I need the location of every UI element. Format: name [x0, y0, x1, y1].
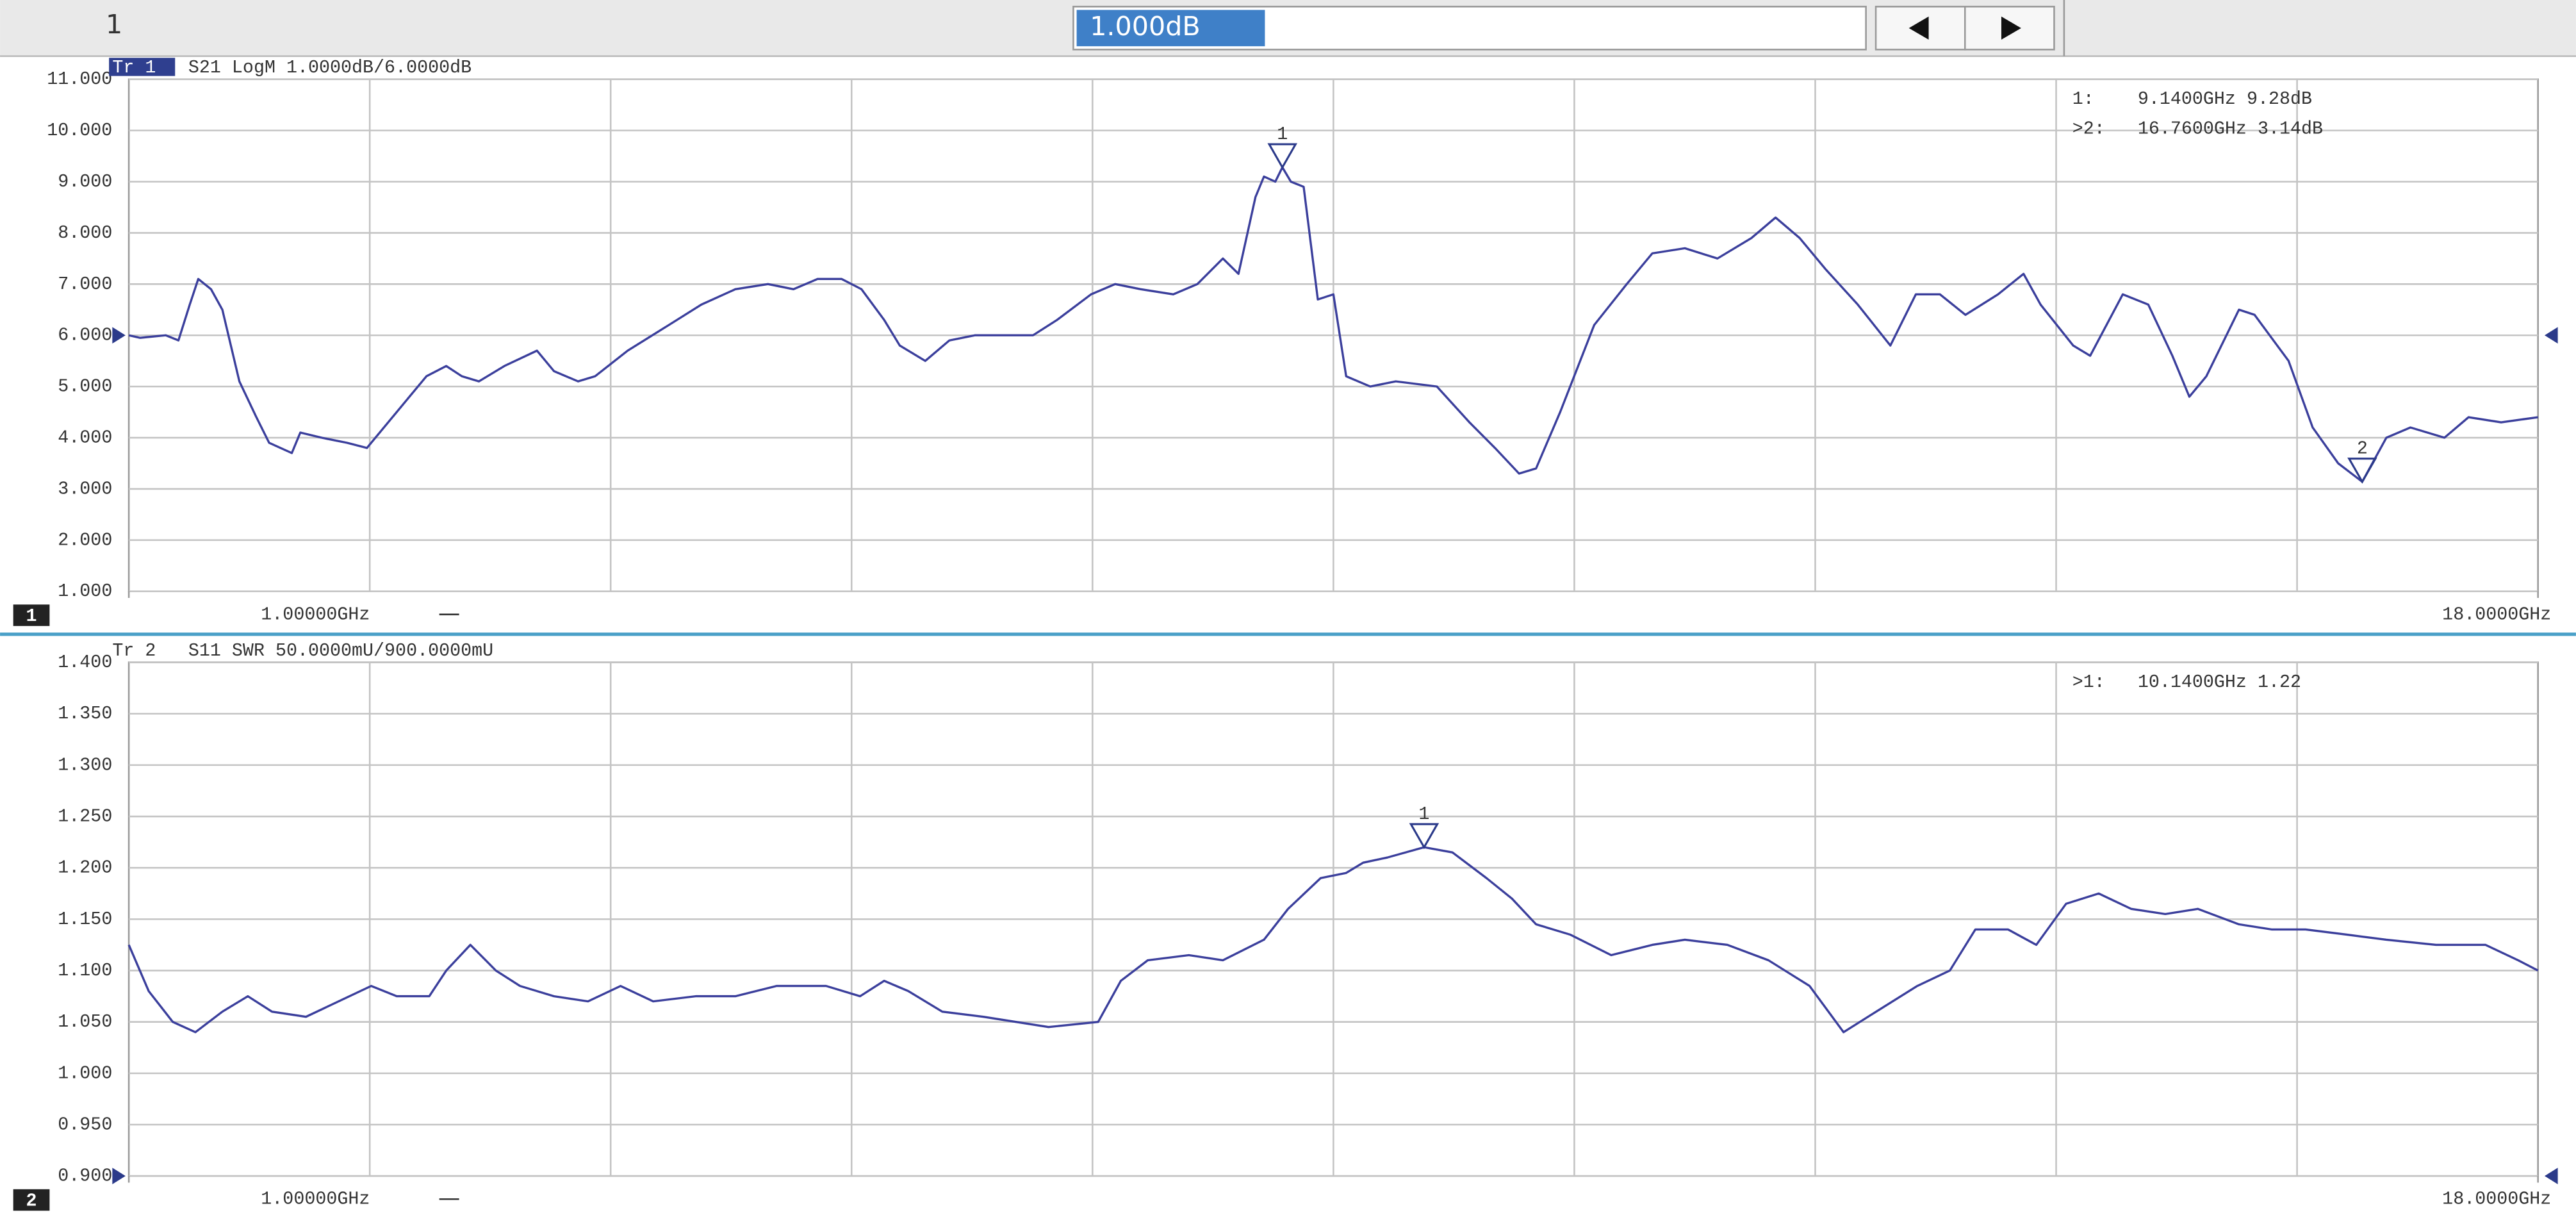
marker-readout: >2: 16.7600GHz 3.14dB: [2072, 119, 2323, 140]
marker: [1267, 143, 1298, 170]
marker-label: 1: [1277, 124, 1288, 145]
y-tick-label: 1.350: [58, 703, 112, 724]
y-tick-label: 1.250: [58, 806, 112, 827]
marker: [2347, 458, 2377, 484]
y-tick-label: 1.100: [58, 960, 112, 981]
x-tick-label: 18.0000GHz: [2442, 604, 2551, 625]
x-tick-label: 18.0000GHz: [2442, 1189, 2551, 1210]
reference-arrow: [2544, 327, 2558, 344]
y-tick-label: 1.000: [58, 581, 112, 602]
trace: [128, 166, 2538, 483]
y-tick-label: 3.000: [58, 478, 112, 499]
y-tick-label: 11.000: [47, 69, 112, 90]
y-tick-label: 0.900: [58, 1166, 112, 1187]
entry-value: 1.000dB: [1090, 11, 1200, 42]
right-arrow-icon: [2001, 16, 2021, 40]
left-arrow-icon: [1908, 16, 1929, 40]
marker: [1409, 823, 1440, 850]
active-trace-tag: [109, 58, 176, 76]
y-tick-label: 1.050: [58, 1011, 112, 1032]
trace-title: S11 SWR 50.0000mU/900.0000mU: [188, 640, 493, 661]
x-tick-label: 1.00000GHz: [261, 1189, 370, 1210]
y-tick-label: 1.400: [58, 652, 112, 673]
trace-title: S21 LogM 1.0000dB/6.0000dB: [188, 57, 472, 78]
marker-label: 2: [2357, 438, 2368, 459]
y-tick-label: 1.150: [58, 909, 112, 930]
y-tick-label: 1.000: [58, 1062, 112, 1084]
reference-arrow: [112, 327, 126, 344]
y-tick-label: 1.300: [58, 754, 112, 775]
trace-label: Tr 1: [112, 57, 156, 78]
channel-number: 1: [106, 9, 122, 40]
y-tick-label: 0.950: [58, 1114, 112, 1135]
y-tick-label: 7.000: [58, 274, 112, 295]
reference-arrow: [2544, 1168, 2558, 1185]
channel-tag: [13, 604, 50, 626]
channel-label: 1: [26, 606, 37, 627]
y-tick-label: 8.000: [58, 222, 112, 244]
marker-readout: >1: 10.1400GHz 1.22: [2072, 672, 2301, 693]
y-tick-label: 4.000: [58, 427, 112, 449]
y-tick-label: 9.000: [58, 171, 112, 192]
y-tick-label: 6.000: [58, 325, 112, 346]
channel-label: 2: [26, 1190, 37, 1211]
entry-selection: [1076, 10, 1265, 47]
marker-readout: 1: 9.1400GHz 9.28dB: [2072, 88, 2312, 110]
y-tick-label: 5.000: [58, 376, 112, 397]
y-tick-label: 10.000: [47, 120, 112, 141]
y-tick-label: 2.000: [58, 529, 112, 550]
y-tick-label: 1.200: [58, 857, 112, 879]
trace-label: Tr 2: [112, 640, 156, 661]
x-tick-label: 1.00000GHz: [261, 604, 370, 625]
marker-label: 1: [1418, 804, 1429, 825]
channel-tag: [13, 1189, 50, 1211]
reference-arrow: [112, 1168, 126, 1185]
trace: [127, 846, 2539, 1034]
